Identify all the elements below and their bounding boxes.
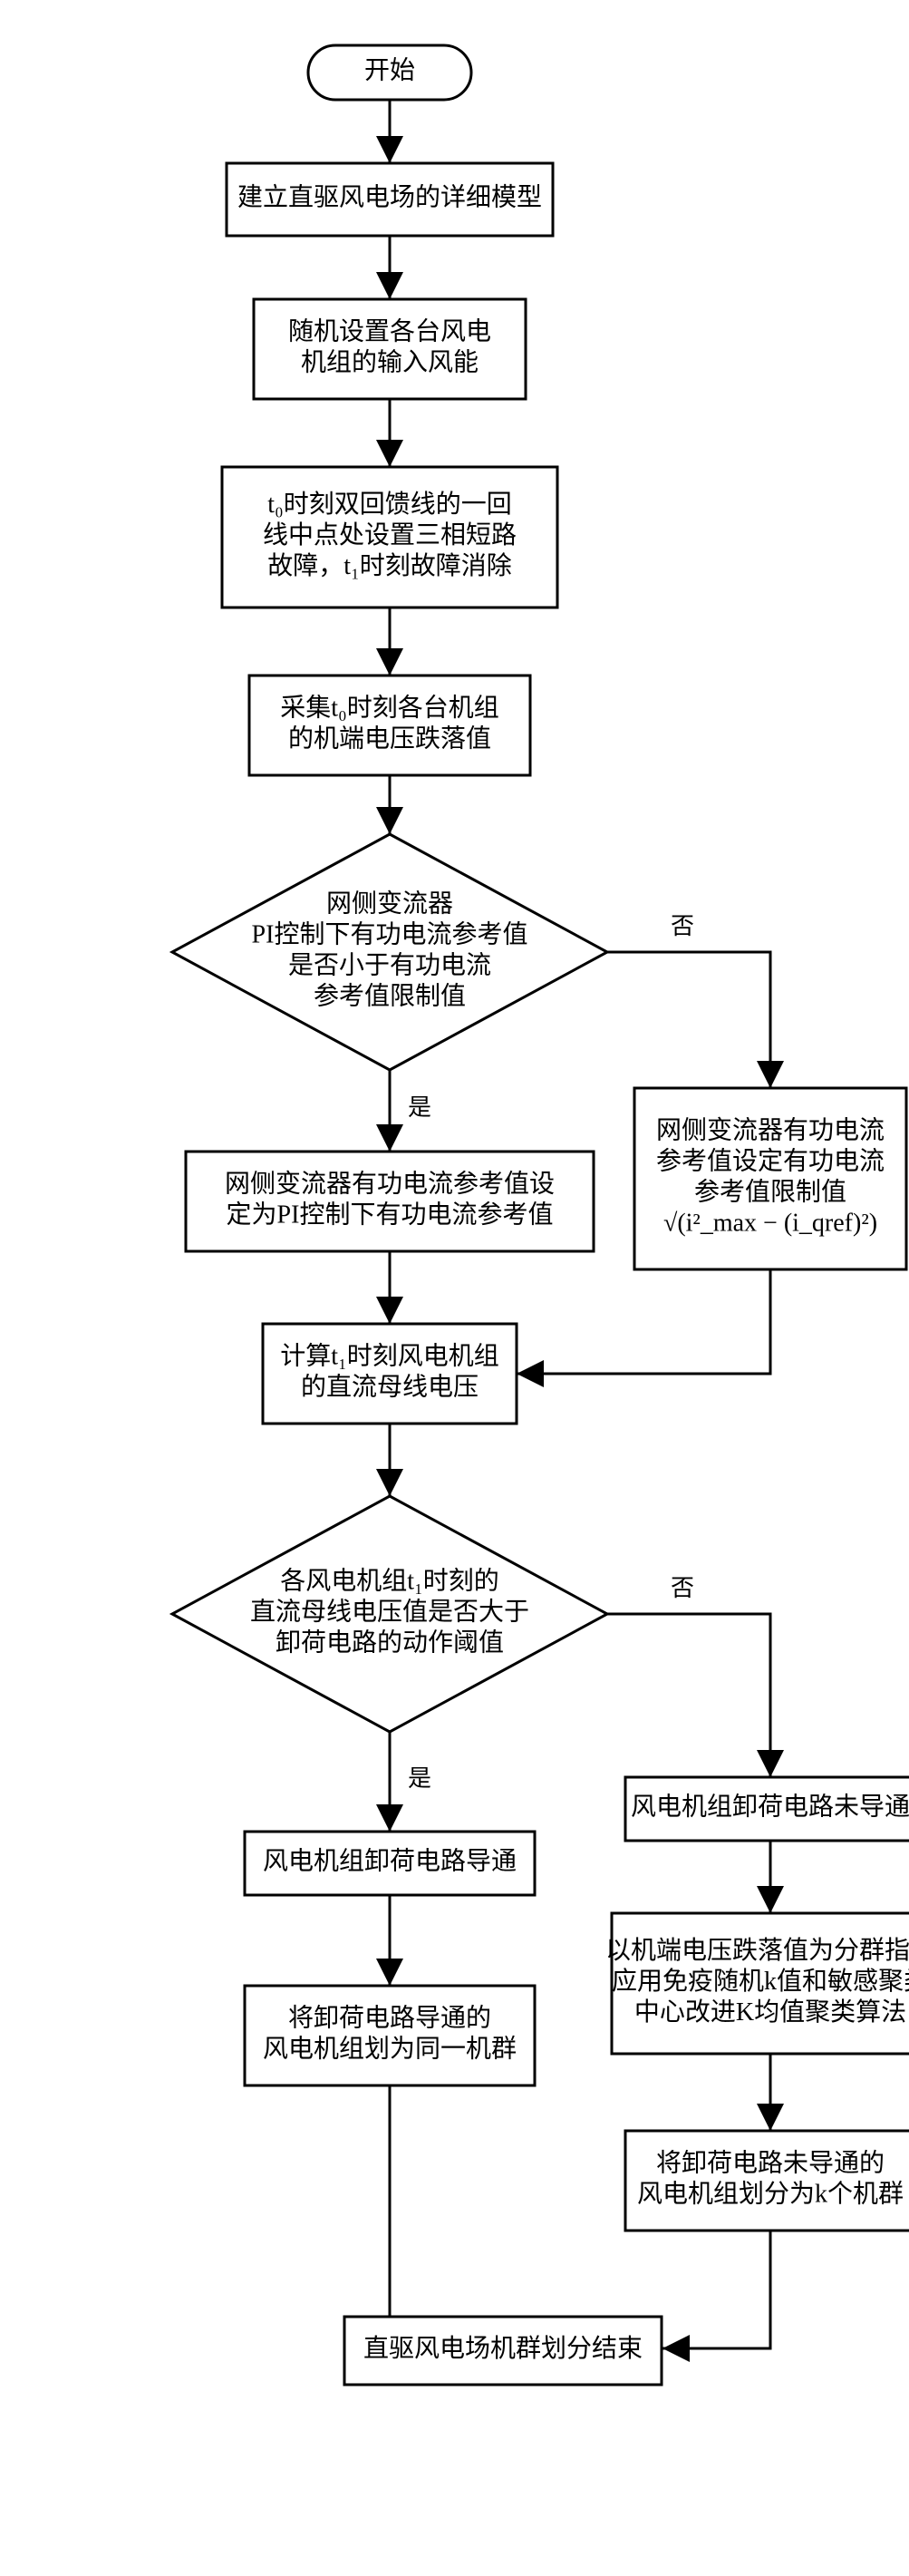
- node-text: 直驱风电场机群划分结束: [363, 2334, 643, 2363]
- edge-label: 否: [671, 1575, 694, 1601]
- node-d2: 各风电机组t₁时刻的直流母线电压值是否大于卸荷电路的动作阈值: [172, 1496, 607, 1732]
- node-text: t₀时刻双回馈线的一回: [267, 490, 512, 519]
- node-d1: 网侧变流器PI控制下有功电流参考值是否小于有功电流参考值限制值: [172, 834, 607, 1070]
- node-text: 故障，t₁时刻故障消除: [267, 551, 512, 580]
- node-text: 的直流母线电压: [301, 1372, 479, 1401]
- node-text: 以机端电压跌落值为分群指标: [605, 1936, 909, 1965]
- node-text: 网侧变流器有功电流参考值设: [225, 1169, 555, 1198]
- node-n7: 计算t₁时刻风电机组的直流母线电压: [263, 1324, 517, 1424]
- node-text: 参考值限制值: [694, 1177, 846, 1206]
- node-text: 将卸荷电路导通的: [288, 2003, 491, 2032]
- node-text: 开始: [364, 55, 415, 84]
- edge-d1-n6: [607, 952, 770, 1088]
- node-text: 是否小于有功电流: [288, 950, 491, 979]
- node-text: 中心改进K均值聚类算法: [634, 1998, 906, 2027]
- node-text: 风电机组划为同一机群: [263, 2034, 517, 2063]
- node-text: 定为PI控制下有功电流参考值: [227, 1200, 554, 1229]
- node-text: 网侧变流器: [326, 889, 453, 918]
- flowchart-svg: 是否是否 开始建立直驱风电场的详细模型随机设置各台风电机组的输入风能t₀时刻双回…: [18, 18, 909, 2558]
- edge-label: 是: [408, 1765, 431, 1792]
- node-n12: 将卸荷电路未导通的风电机组划分为k个机群: [625, 2131, 909, 2231]
- edge-n10-end: [343, 2085, 390, 2348]
- node-text: 风电机组划分为k个机群: [637, 2179, 904, 2208]
- node-text: 采集t₀时刻各台机组: [280, 693, 499, 722]
- node-text: 参考值限制值: [314, 981, 466, 1010]
- node-start: 开始: [308, 45, 471, 100]
- node-n1: 建立直驱风电场的详细模型: [227, 163, 553, 236]
- edge-label: 否: [671, 913, 694, 939]
- node-end: 直驱风电场机群划分结束: [344, 2317, 662, 2385]
- node-n10: 将卸荷电路导通的风电机组划为同一机群: [245, 1986, 535, 2085]
- node-text: 各风电机组t₁时刻的: [280, 1566, 499, 1595]
- node-text: 将卸荷电路未导通的: [656, 2148, 885, 2177]
- node-text: 直流母线电压值是否大于: [250, 1597, 529, 1626]
- node-text: PI控制下有功电流参考值: [252, 919, 528, 948]
- node-n4: 采集t₀时刻各台机组的机端电压跌落值: [249, 676, 530, 775]
- node-text: 计算t₁时刻风电机组: [280, 1341, 499, 1370]
- node-text: 应用免疫随机k值和敏感聚类: [612, 1967, 909, 1996]
- node-text: 建立直驱风电场的详细模型: [237, 182, 542, 211]
- node-text: 机组的输入风能: [301, 347, 479, 376]
- node-text: 的机端电压跌落值: [288, 724, 491, 753]
- edge-label: 是: [408, 1094, 431, 1121]
- node-n11: 以机端电压跌落值为分群指标应用免疫随机k值和敏感聚类中心改进K均值聚类算法: [605, 1913, 909, 2054]
- node-n5: 网侧变流器有功电流参考值设定为PI控制下有功电流参考值: [186, 1152, 594, 1251]
- node-n9: 风电机组卸荷电路未导通: [625, 1777, 909, 1841]
- node-text: 风电机组卸荷电路未导通: [631, 1792, 909, 1821]
- node-text: √(i²_max − (i_qref)²): [663, 1209, 877, 1237]
- node-text: 风电机组卸荷电路导通: [263, 1846, 517, 1875]
- node-n6: 网侧变流器有功电流参考值设定有功电流参考值限制值 √(i²_max − (i_qr…: [634, 1088, 906, 1269]
- edge-n12-end: [662, 2231, 770, 2348]
- edge-d2-n9: [607, 1614, 770, 1777]
- node-n8: 风电机组卸荷电路导通: [245, 1832, 535, 1895]
- node-text: 卸荷电路的动作阈值: [276, 1628, 504, 1657]
- node-text: 网侧变流器有功电流: [656, 1115, 885, 1144]
- node-n2: 随机设置各台风电机组的输入风能: [254, 299, 526, 399]
- edge-n6-n7: [517, 1269, 770, 1374]
- node-text: 线中点处设置三相短路: [263, 520, 517, 549]
- node-n3: t₀时刻双回馈线的一回线中点处设置三相短路故障，t₁时刻故障消除: [222, 467, 557, 608]
- node-text: 随机设置各台风电: [288, 316, 491, 345]
- node-text: 参考值设定有功电流: [656, 1146, 885, 1175]
